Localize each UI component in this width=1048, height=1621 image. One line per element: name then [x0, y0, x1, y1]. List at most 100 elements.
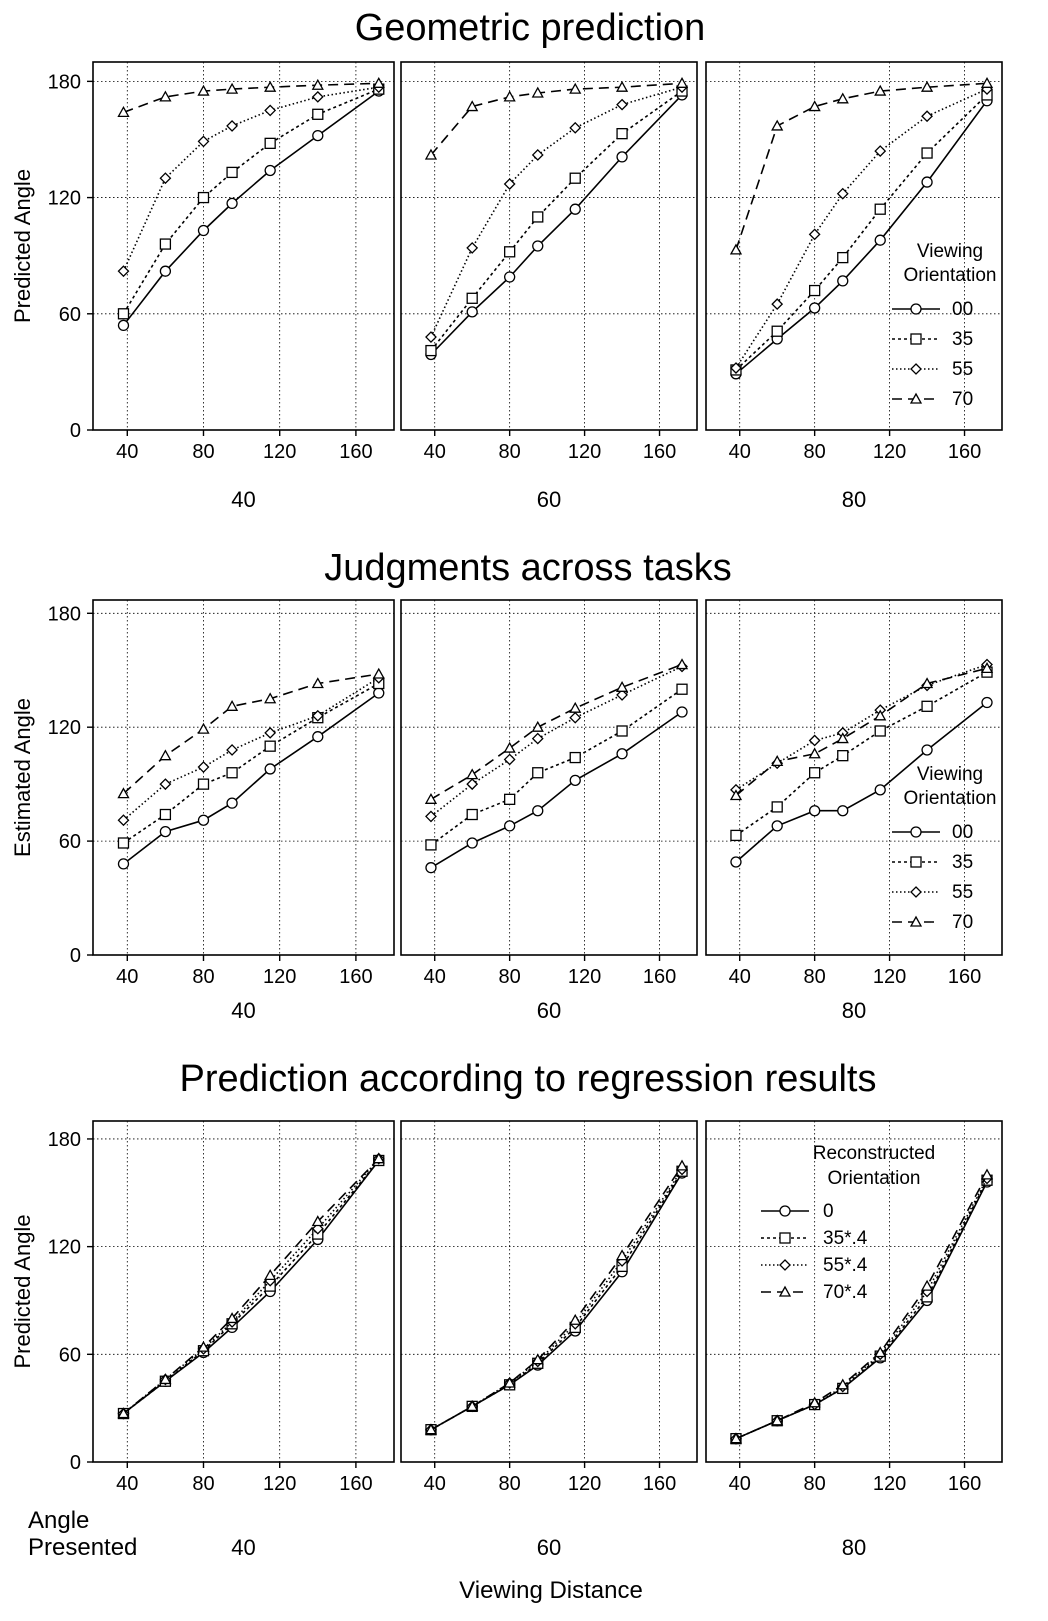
data-point-square — [837, 251, 849, 264]
data-point-triangle — [372, 667, 385, 679]
data-point-square — [425, 839, 437, 851]
series-line — [123, 692, 380, 865]
data-point-triangle — [729, 789, 743, 801]
data-point-circle — [809, 805, 821, 817]
chart-title: Geometric prediction — [355, 7, 706, 49]
x-tick-label: 40 — [424, 966, 446, 988]
data-point-triangle — [424, 148, 438, 160]
data-point-triangle — [920, 677, 934, 689]
data-point-square — [504, 793, 516, 805]
data-point-triangle — [874, 84, 887, 96]
data-point-triangle — [808, 1396, 821, 1408]
data-point-circle — [226, 797, 238, 809]
data-point-circle — [874, 784, 886, 796]
series-line — [430, 82, 683, 156]
x-tick-label: 120 — [263, 966, 296, 988]
data-point-diamond — [531, 732, 544, 745]
data-point-triangle — [729, 1432, 743, 1444]
legend-label: 55 — [952, 359, 973, 380]
data-point-square — [837, 750, 849, 762]
data-point-square — [159, 238, 172, 250]
y-tick-label: 60 — [59, 304, 81, 326]
data-point-square — [159, 808, 172, 821]
data-point-square — [312, 108, 324, 120]
y-tick-label: 180 — [48, 71, 81, 93]
x-tick-label: 120 — [263, 441, 296, 463]
data-point-circle — [809, 302, 821, 314]
panel-80: 40 80 120 160 80 Viewing Orientation 00 35 55 70 — [705, 61, 1003, 512]
legend-marker-triangle — [778, 1285, 792, 1297]
series-70--4 — [424, 1159, 689, 1435]
data-point-diamond — [616, 689, 628, 701]
series-00 — [425, 89, 688, 361]
data-point-circle — [159, 265, 172, 277]
x-tick-label: 160 — [339, 441, 372, 463]
data-point-diamond — [874, 145, 887, 158]
series-55--4 — [730, 1172, 993, 1445]
data-point-square — [117, 837, 130, 849]
data-point-triangle — [615, 80, 629, 92]
panel-80: 40 80 120 160 80 Reconstructed Orientation 0 35*… — [705, 1120, 1003, 1560]
y-tick-label: 60 — [59, 831, 81, 853]
data-point-circle — [569, 774, 581, 786]
data-point-triangle — [874, 709, 887, 721]
panel-label: 40 — [231, 998, 255, 1023]
x-tick-label: 120 — [873, 441, 906, 463]
data-point-circle — [226, 197, 238, 210]
data-point-circle — [264, 164, 276, 177]
data-point-diamond — [503, 753, 516, 766]
data-point-triangle — [264, 80, 277, 92]
data-point-square — [197, 191, 210, 204]
series-line — [430, 688, 683, 846]
series-70 — [729, 76, 994, 255]
data-point-triangle — [264, 692, 277, 704]
data-point-circle — [676, 706, 688, 718]
series-55 — [425, 81, 688, 343]
data-point-circle — [771, 820, 783, 832]
panel-60: 40 80 120 160 60 — [400, 599, 698, 1023]
data-point-circle — [532, 240, 544, 252]
x-tick-label: 40 — [116, 966, 138, 988]
data-point-triangle — [531, 720, 544, 732]
data-point-square — [921, 147, 933, 159]
data-point-diamond — [466, 242, 479, 254]
panel-label: 40 — [231, 1535, 255, 1560]
data-point-square — [532, 211, 544, 223]
data-point-triangle — [117, 106, 130, 118]
series-70--4 — [729, 1168, 994, 1444]
data-point-triangle — [503, 741, 516, 753]
data-point-diamond — [569, 121, 582, 134]
data-point-triangle — [503, 1376, 516, 1388]
data-point-square — [874, 725, 886, 737]
series-line — [122, 673, 379, 795]
data-point-triangle — [771, 755, 784, 767]
series-00 — [117, 687, 385, 870]
legend-label: 00 — [952, 299, 973, 320]
x-tick-label: 40 — [424, 441, 446, 463]
data-point-diamond — [836, 187, 849, 200]
data-point-circle — [921, 744, 933, 756]
data-point-square — [771, 325, 783, 337]
series-55 — [117, 81, 385, 278]
data-point-triangle — [729, 243, 743, 255]
y-tick-label: 60 — [59, 1344, 81, 1366]
panel-80: 40 80 120 160 80 Viewing Orientation 00 35 55 70 — [705, 599, 1003, 1023]
y-tick-label: 120 — [48, 717, 81, 739]
y-tick-label: 0 — [70, 1452, 81, 1474]
data-point-square — [504, 246, 516, 258]
chart-row-1: Geometric prediction Predicted Angle 40 80 1… — [10, 7, 1003, 512]
series-line — [430, 1170, 683, 1431]
data-point-triangle — [159, 90, 172, 102]
data-point-square — [569, 172, 581, 184]
series-line — [735, 1179, 988, 1440]
data-point-square — [226, 767, 238, 779]
data-point-circle — [981, 696, 993, 709]
series-35 — [425, 85, 688, 357]
data-point-triangle — [569, 82, 582, 94]
panel-frame — [400, 1120, 698, 1463]
x-tick-label: 40 — [729, 1473, 751, 1495]
x-tick-label: 160 — [339, 966, 372, 988]
legend-marker-square — [779, 1232, 791, 1244]
x-tick-label: 40 — [729, 441, 751, 463]
